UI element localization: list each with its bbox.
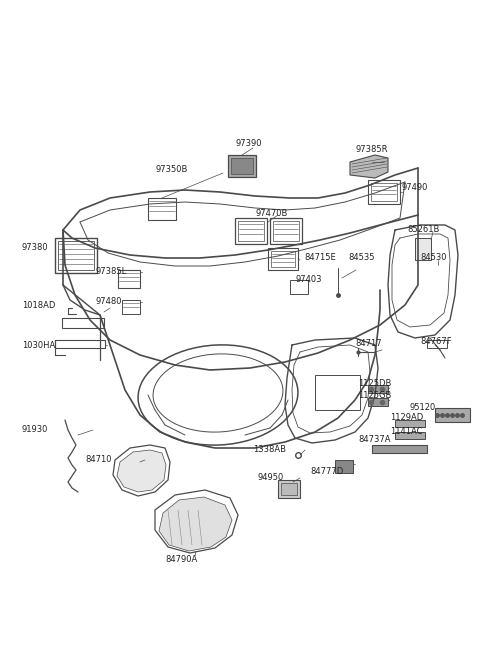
Bar	[335, 460, 353, 473]
Text: 1125GB: 1125GB	[358, 392, 391, 400]
Text: 84777D: 84777D	[310, 468, 343, 476]
Bar	[148, 198, 176, 220]
Text: 95120: 95120	[410, 403, 436, 413]
Text: 97380: 97380	[22, 244, 48, 252]
Text: 84790A: 84790A	[165, 555, 197, 565]
Bar	[368, 398, 388, 406]
Text: 84530: 84530	[420, 253, 446, 263]
Polygon shape	[155, 490, 238, 553]
Text: 84710: 84710	[85, 455, 111, 464]
Bar	[231, 158, 253, 174]
Text: 97480: 97480	[95, 297, 121, 307]
Text: 97385R: 97385R	[356, 145, 388, 155]
Bar	[118, 270, 140, 288]
Polygon shape	[113, 445, 170, 496]
Bar	[270, 218, 302, 244]
Text: 1030HA: 1030HA	[22, 341, 55, 350]
Bar	[271, 251, 295, 267]
Text: 84535: 84535	[348, 253, 374, 263]
Bar	[122, 300, 140, 314]
Text: 84767F: 84767F	[420, 337, 452, 346]
Bar	[415, 238, 431, 260]
Text: 91930: 91930	[22, 426, 48, 434]
Text: 97490: 97490	[402, 183, 428, 191]
Text: 85261B: 85261B	[407, 225, 439, 234]
Bar	[315, 375, 360, 410]
Text: 84717: 84717	[355, 339, 382, 348]
Bar	[228, 155, 256, 177]
Text: 1018AD: 1018AD	[22, 301, 55, 310]
Bar	[278, 480, 300, 498]
Bar	[238, 221, 264, 241]
Text: 97350B: 97350B	[155, 166, 187, 174]
Text: 94950: 94950	[258, 474, 284, 483]
Text: 97470B: 97470B	[255, 208, 288, 217]
Polygon shape	[117, 450, 166, 492]
Bar	[395, 420, 425, 427]
Bar	[372, 445, 427, 453]
Bar	[62, 318, 104, 328]
Text: 1141AC: 1141AC	[390, 428, 422, 436]
Bar	[427, 340, 447, 348]
Bar	[281, 483, 297, 495]
Text: 1338AB: 1338AB	[253, 445, 286, 455]
Bar	[273, 221, 299, 241]
Bar	[290, 280, 308, 294]
Text: 84737A: 84737A	[358, 436, 391, 445]
Polygon shape	[350, 155, 388, 178]
Bar	[395, 432, 425, 439]
Text: 97390: 97390	[235, 138, 262, 147]
Bar	[368, 180, 400, 204]
Polygon shape	[159, 497, 232, 551]
Bar	[235, 218, 267, 244]
Bar	[55, 238, 97, 273]
Text: 97403: 97403	[295, 276, 322, 284]
Bar	[435, 408, 470, 422]
Bar	[368, 385, 388, 393]
Text: 1125DB: 1125DB	[358, 379, 391, 388]
Bar	[268, 248, 298, 270]
Text: 84715E: 84715E	[304, 253, 336, 263]
Bar	[371, 183, 397, 201]
Text: 1129AD: 1129AD	[390, 413, 423, 422]
Bar	[55, 340, 105, 348]
Text: 97385L: 97385L	[95, 267, 126, 276]
Bar	[58, 241, 94, 270]
